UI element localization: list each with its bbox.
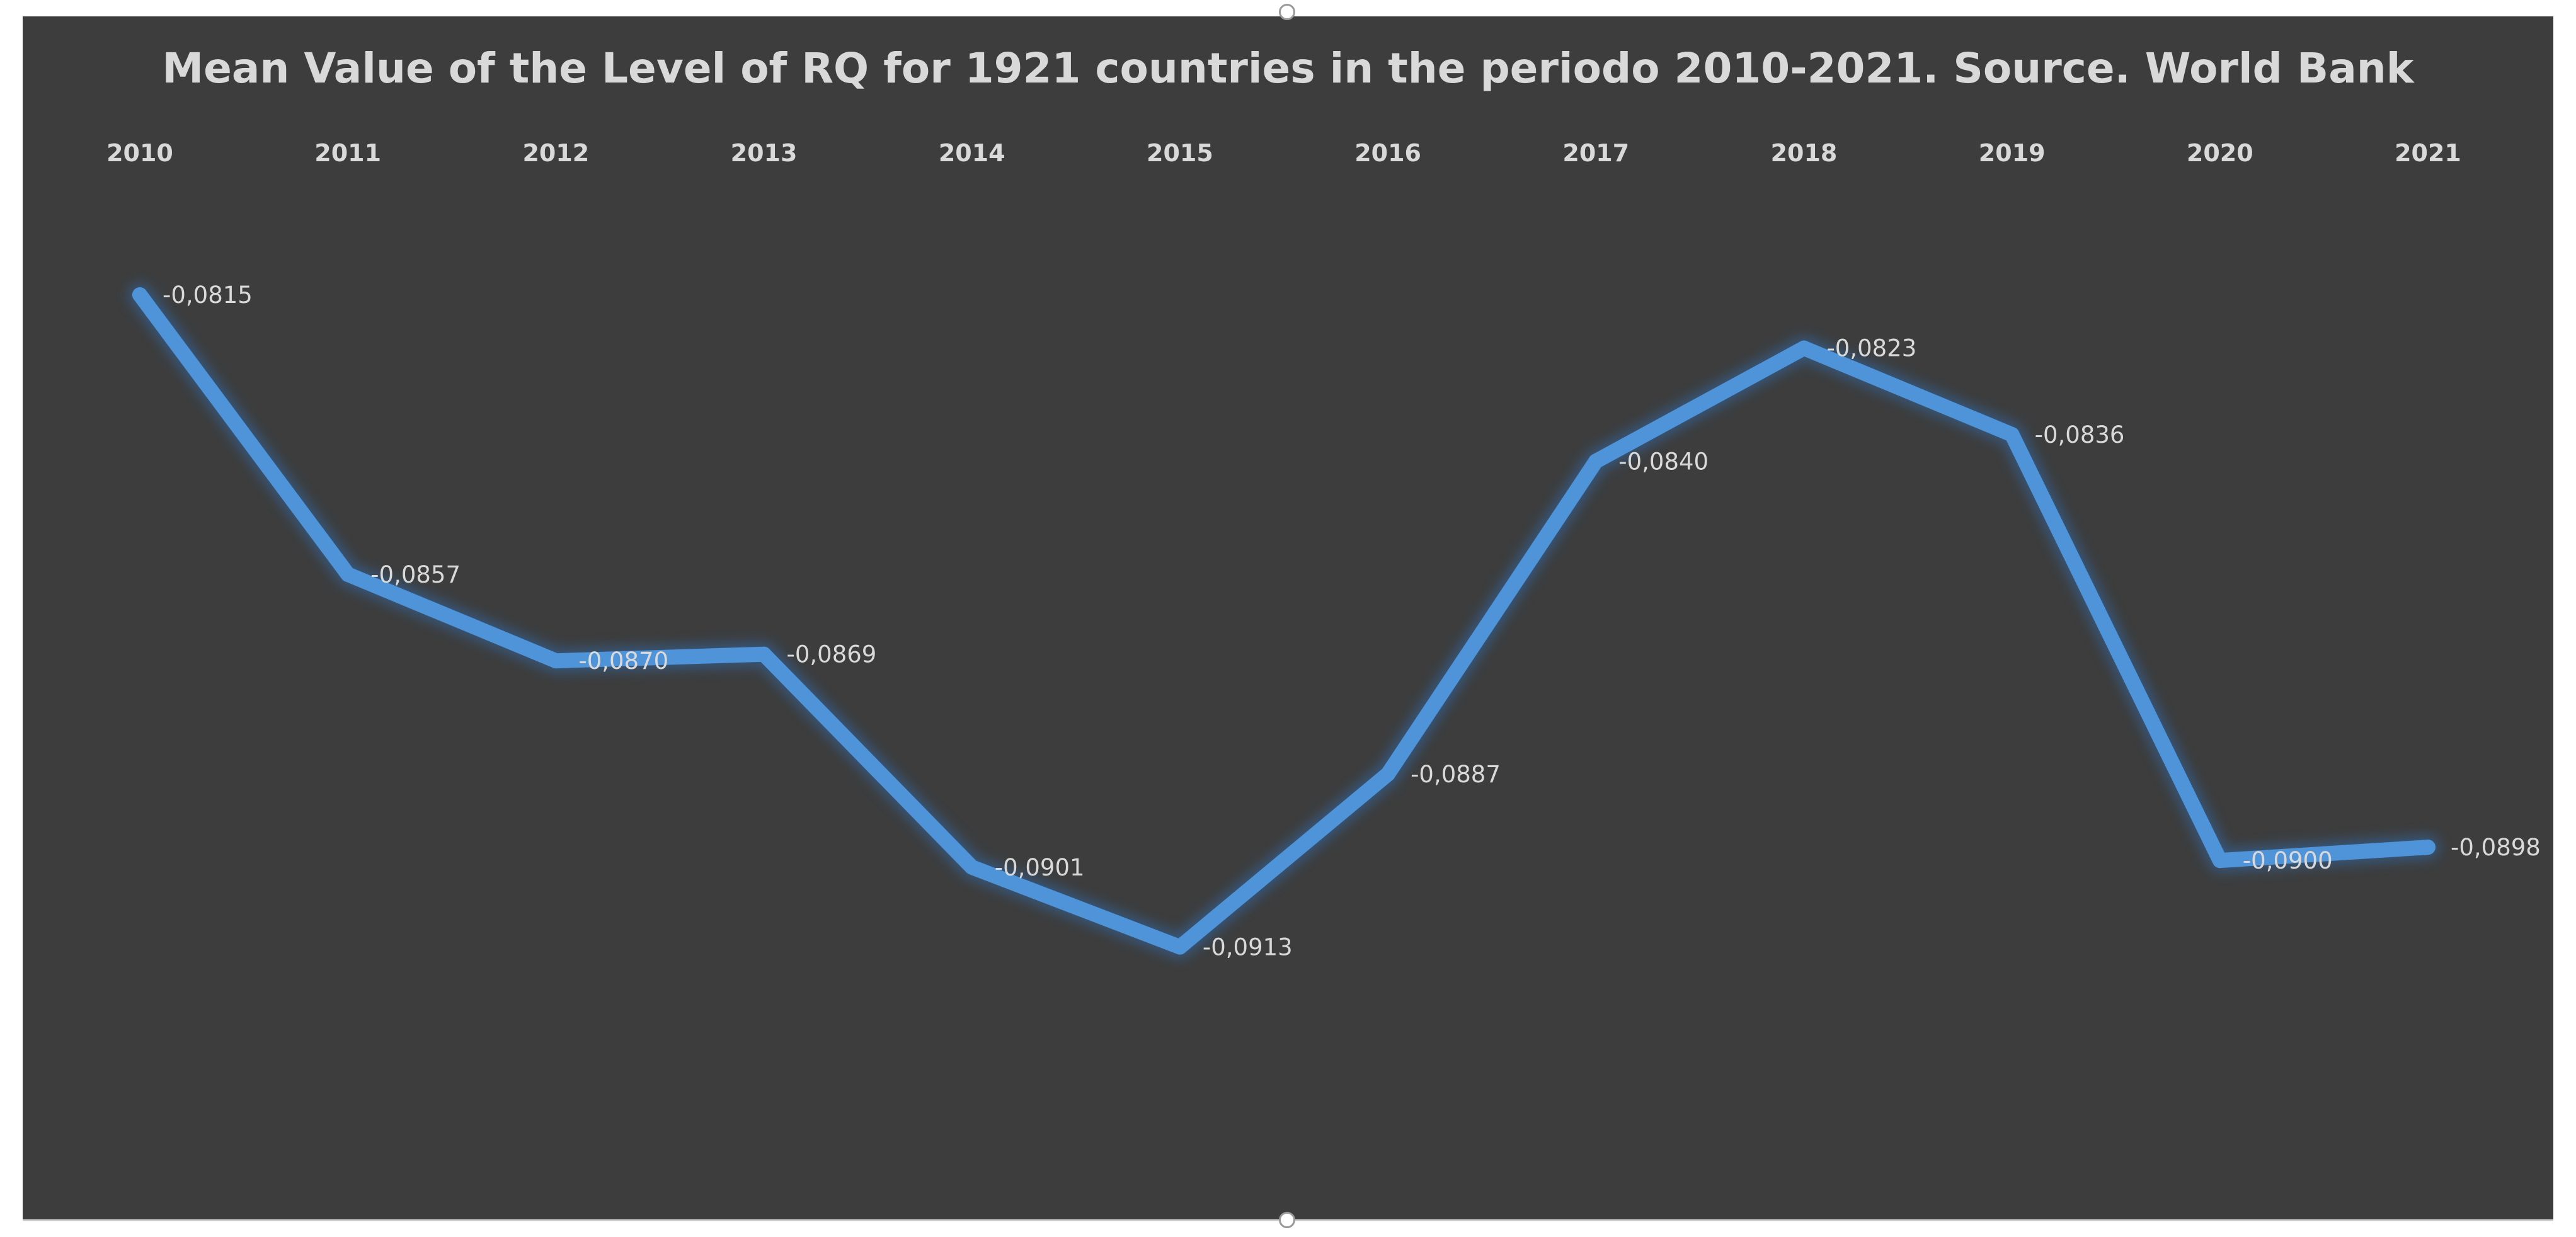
data-label-2013: -0,0869 <box>787 641 877 668</box>
data-label-2019: -0,0836 <box>2035 421 2125 448</box>
data-points <box>132 287 2436 955</box>
data-point-2013[interactable] <box>756 646 772 662</box>
data-label-2021: -0,0898 <box>2451 834 2541 861</box>
data-point-2012[interactable] <box>548 653 564 669</box>
data-label-2017: -0,0840 <box>1618 448 1709 475</box>
data-labels: -0,0815 -0,0857 -0,0870 -0,0869 -0,0901 -0,09… <box>163 282 2541 961</box>
data-label-2015: -0,0913 <box>1203 934 1293 961</box>
plot-area: 2010 2011 2012 2013 2014 2015 2016 2017 2018 2019… <box>106 139 2541 961</box>
x-axis-tick-labels: 2010 2011 2012 2013 2014 2015 2016 2017 2018 2019… <box>106 139 2461 167</box>
data-point-2014[interactable] <box>964 859 980 875</box>
data-point-2020[interactable] <box>2212 853 2228 869</box>
x-tick-label-2017: 2017 <box>1562 139 1629 167</box>
data-point-2021[interactable] <box>2420 840 2436 855</box>
series-line-glow <box>129 283 2439 959</box>
x-tick-label-2010: 2010 <box>106 139 173 167</box>
data-label-2020: -0,0900 <box>2243 847 2333 874</box>
resize-handle-bottom[interactable] <box>1279 1212 1295 1228</box>
x-tick-label-2015: 2015 <box>1147 139 1213 167</box>
data-label-2018: -0,0823 <box>1826 335 1916 362</box>
chart-area[interactable]: Mean Value of the Level of RQ for 1921 c… <box>23 16 2553 1219</box>
x-tick-label-2018: 2018 <box>1771 139 1838 167</box>
data-label-2016: -0,0887 <box>1411 761 1501 788</box>
x-tick-label-2014: 2014 <box>939 139 1005 167</box>
data-point-2010[interactable] <box>132 287 147 303</box>
data-point-2015[interactable] <box>1172 939 1188 955</box>
data-label-2012: -0,0870 <box>578 647 668 675</box>
resize-handle-top[interactable] <box>1279 4 1295 20</box>
x-tick-label-2020: 2020 <box>2187 139 2253 167</box>
series-line[interactable] <box>132 287 2436 955</box>
data-label-2014: -0,0901 <box>995 854 1085 881</box>
x-tick-label-2013: 2013 <box>731 139 798 167</box>
data-point-2011[interactable] <box>340 566 356 582</box>
x-tick-label-2021: 2021 <box>2395 139 2461 167</box>
data-label-2011: -0,0857 <box>370 561 461 588</box>
data-label-2010: -0,0815 <box>163 282 253 309</box>
data-point-2016[interactable] <box>1380 766 1396 782</box>
x-tick-label-2016: 2016 <box>1354 139 1421 167</box>
chart-title: Mean Value of the Level of RQ for 1921 c… <box>162 44 2414 93</box>
data-point-2019[interactable] <box>2004 427 2020 443</box>
x-tick-label-2019: 2019 <box>1979 139 2046 167</box>
data-point-2018[interactable] <box>1796 340 1812 356</box>
data-point-2017[interactable] <box>1588 453 1604 469</box>
x-tick-label-2011: 2011 <box>314 139 381 167</box>
x-tick-label-2012: 2012 <box>522 139 589 167</box>
